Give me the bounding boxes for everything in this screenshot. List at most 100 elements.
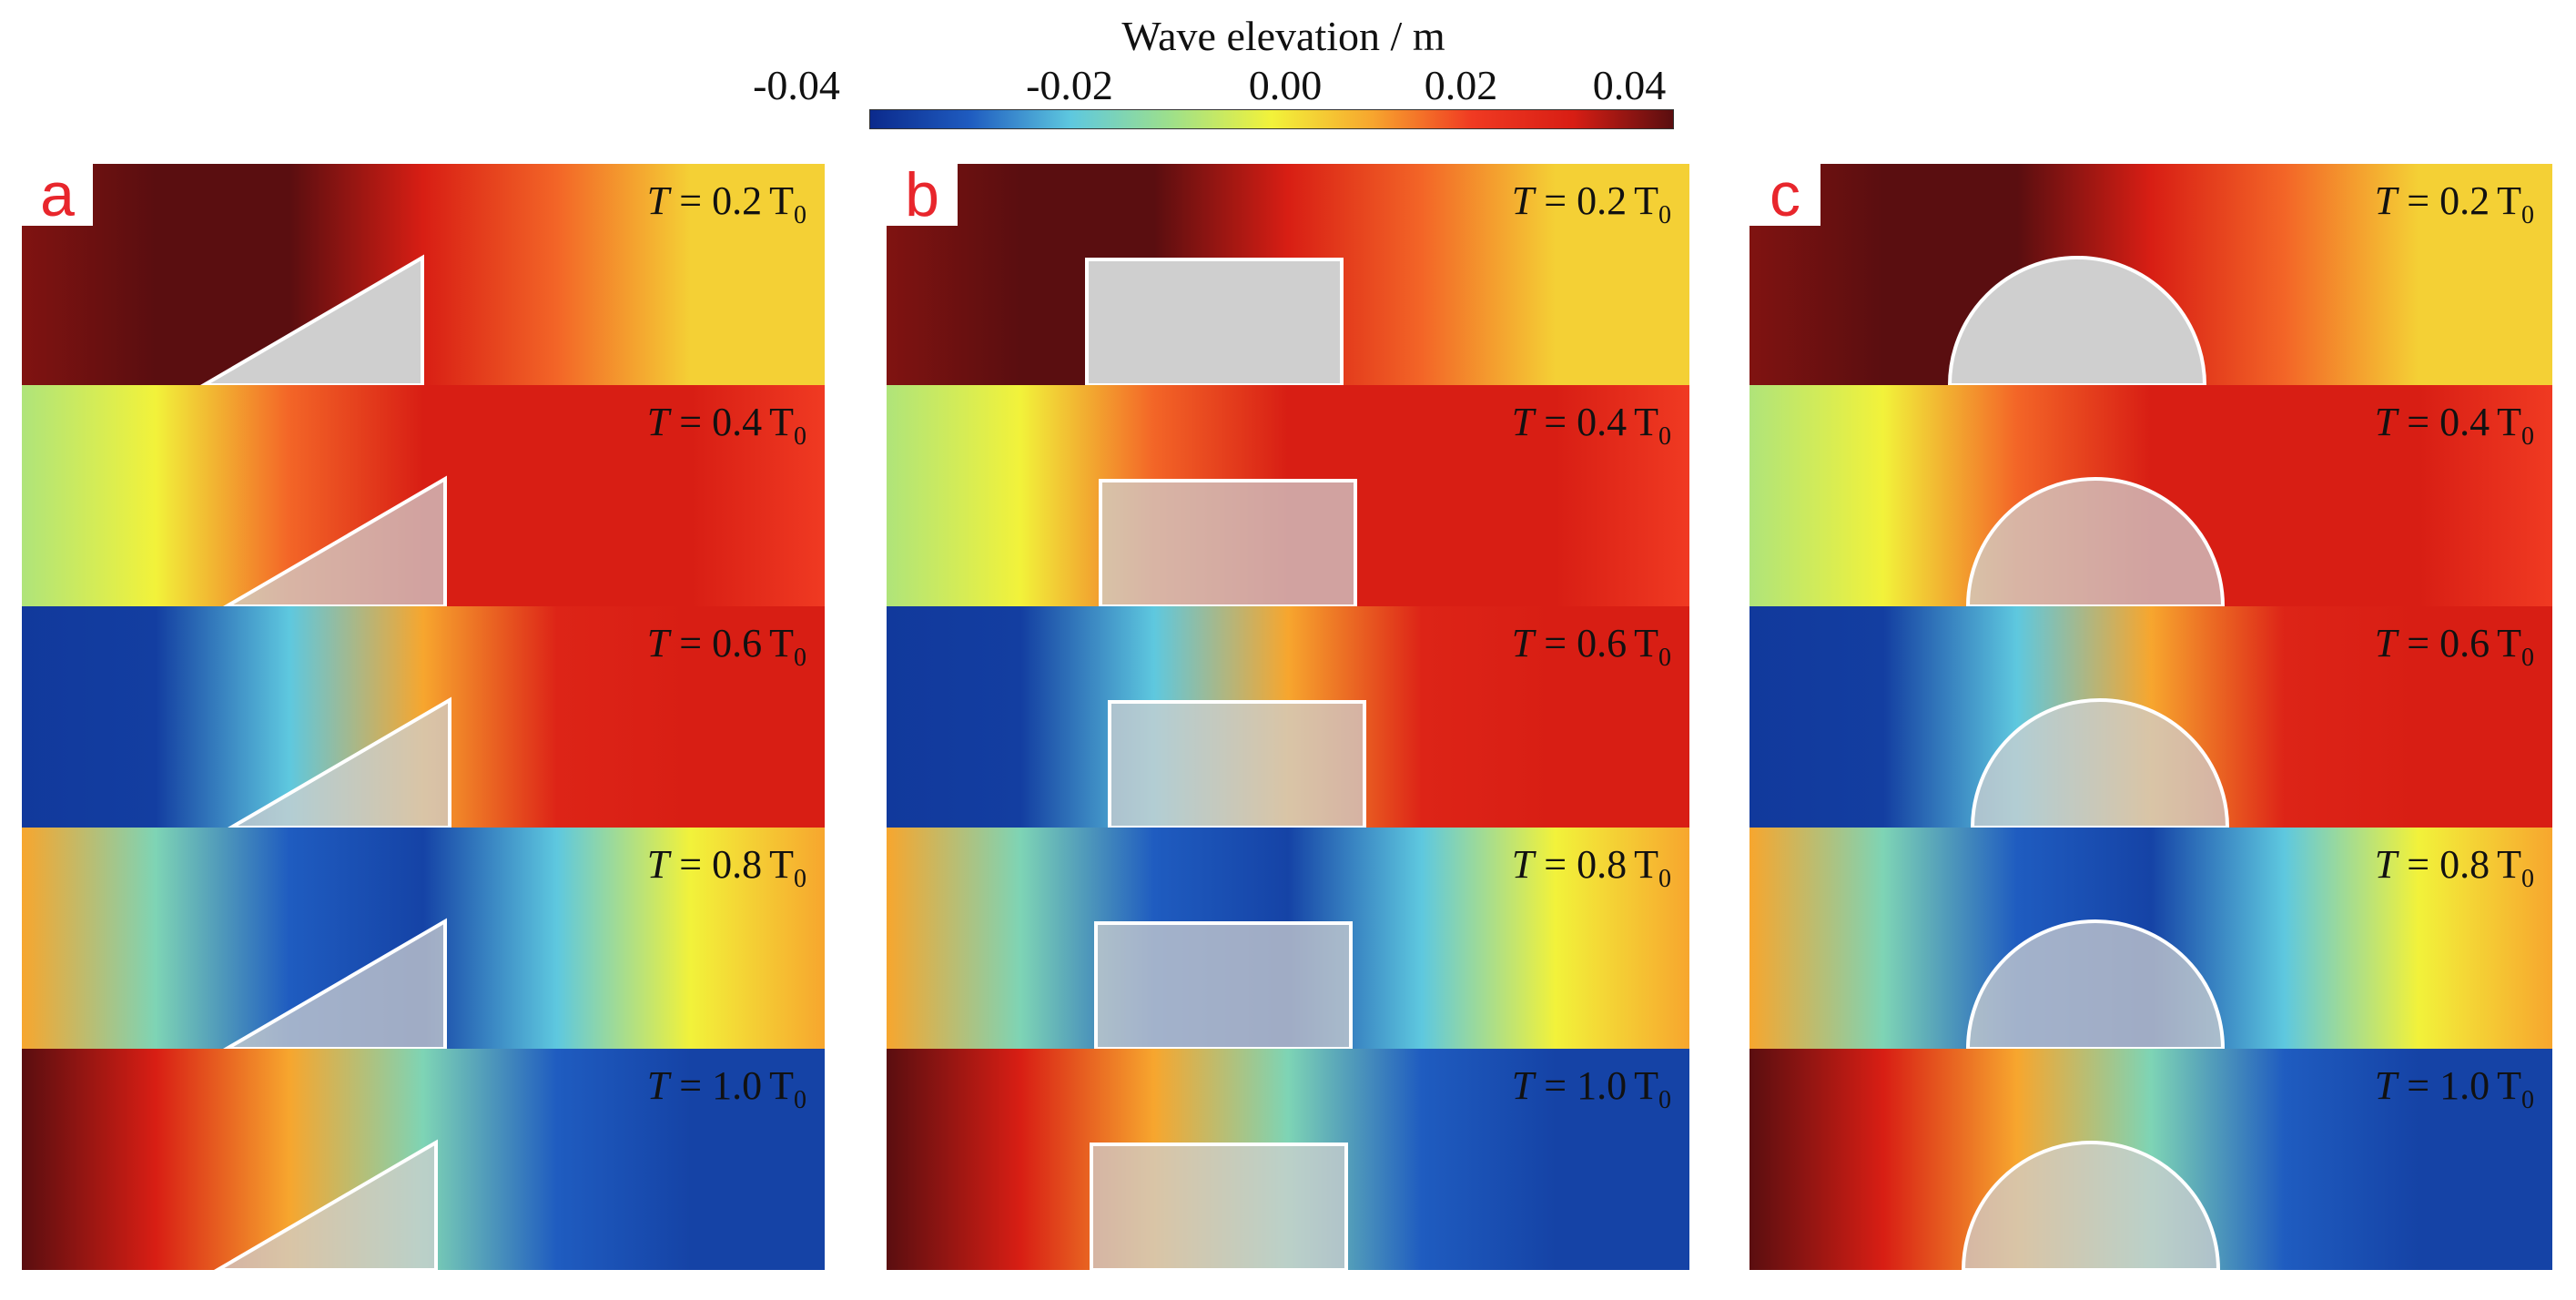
time-label-sub: 0 bbox=[2521, 201, 2534, 229]
time-label-coef: 1.0 bbox=[712, 1063, 763, 1108]
time-label-coef: 0.6 bbox=[2439, 621, 2490, 665]
wave-snapshot: T = 0.6 T0 bbox=[887, 606, 1689, 828]
rectangle-obstacle bbox=[1094, 921, 1353, 1049]
wave-snapshot: T = 0.8 T0 bbox=[1749, 828, 2552, 1049]
time-label-sub: 0 bbox=[1658, 201, 1671, 229]
time-label-sub: 0 bbox=[1658, 422, 1671, 451]
time-label-coef: 1.0 bbox=[1577, 1063, 1628, 1108]
time-label: T = 0.4 T0 bbox=[2375, 400, 2534, 451]
triangle-obstacle bbox=[200, 254, 424, 385]
time-label-sub: 0 bbox=[2521, 644, 2534, 672]
colorbar-tick: -0.04 bbox=[753, 62, 840, 108]
panel-c: c T = 0.2 T0 T = 0.4 T0 T = 0.6 T0 T = 0.8 T0 T … bbox=[1749, 164, 2552, 1270]
time-label-coef: 0.8 bbox=[1577, 842, 1628, 887]
time-label: T = 1.0 T0 bbox=[1512, 1063, 1671, 1114]
time-label-unit: T bbox=[2497, 1063, 2521, 1108]
time-label-eq: = bbox=[2397, 400, 2440, 444]
wave-snapshot: T = 1.0 T0 bbox=[887, 1049, 1689, 1270]
time-label: T = 1.0 T0 bbox=[647, 1063, 806, 1114]
time-label-unit: T bbox=[1634, 400, 1658, 444]
time-label-var: T bbox=[1511, 1063, 1535, 1108]
elevation-field bbox=[887, 828, 1689, 1049]
time-label-unit: T bbox=[769, 621, 794, 665]
colorbar-tick: -0.02 bbox=[1026, 62, 1113, 108]
time-label-coef: 0.6 bbox=[712, 621, 763, 665]
rectangle-obstacle bbox=[1099, 479, 1357, 606]
wave-snapshot: T = 1.0 T0 bbox=[1749, 1049, 2552, 1270]
wave-snapshot: T = 0.8 T0 bbox=[22, 828, 825, 1049]
time-label-unit: T bbox=[2497, 842, 2521, 887]
time-label-unit: T bbox=[2497, 178, 2521, 223]
time-label-coef: 0.8 bbox=[2439, 842, 2490, 887]
time-label: T = 0.2 T0 bbox=[1512, 178, 1671, 229]
time-label-var: T bbox=[646, 1063, 670, 1108]
time-label-unit: T bbox=[2497, 400, 2521, 444]
semicircle-obstacle bbox=[1961, 1141, 2221, 1270]
time-label-sub: 0 bbox=[2521, 1086, 2534, 1114]
time-label-eq: = bbox=[2397, 178, 2440, 223]
wave-snapshot: T = 0.4 T0 bbox=[22, 385, 825, 606]
wave-snapshot: T = 1.0 T0 bbox=[22, 1049, 825, 1270]
time-label-coef: 0.4 bbox=[1577, 400, 1628, 444]
elevation-field bbox=[1749, 385, 2552, 606]
time-label-coef: 0.2 bbox=[712, 178, 763, 223]
wave-snapshot: T = 0.4 T0 bbox=[1749, 385, 2552, 606]
time-label-var: T bbox=[2374, 842, 2398, 887]
panel-letter: b bbox=[887, 164, 958, 226]
triangle-obstacle bbox=[214, 1139, 438, 1270]
elevation-field bbox=[887, 164, 1689, 385]
elevation-field bbox=[887, 1049, 1689, 1270]
time-label-unit: T bbox=[769, 400, 794, 444]
time-label-sub: 0 bbox=[1658, 1086, 1671, 1114]
time-label-eq: = bbox=[669, 621, 713, 665]
panel-letter: c bbox=[1749, 164, 1820, 226]
time-label-unit: T bbox=[769, 178, 794, 223]
time-label-coef: 0.4 bbox=[2439, 400, 2490, 444]
elevation-field bbox=[22, 164, 825, 385]
time-label-eq: = bbox=[2397, 1063, 2440, 1108]
time-label-sub: 0 bbox=[2521, 422, 2534, 451]
elevation-field bbox=[22, 606, 825, 828]
colorbar-tick: 0.00 bbox=[1248, 62, 1323, 108]
time-label-eq: = bbox=[2397, 842, 2440, 887]
panel-letter: a bbox=[22, 164, 93, 226]
time-label-var: T bbox=[2374, 1063, 2398, 1108]
time-label-var: T bbox=[2374, 400, 2398, 444]
rectangle-obstacle bbox=[1108, 700, 1366, 828]
time-label-coef: 0.2 bbox=[2439, 178, 2490, 223]
time-label-coef: 0.2 bbox=[1577, 178, 1628, 223]
triangle-obstacle bbox=[228, 696, 451, 828]
elevation-field bbox=[1749, 164, 2552, 385]
time-label-unit: T bbox=[1634, 178, 1658, 223]
time-label-coef: 0.4 bbox=[712, 400, 763, 444]
time-label-eq: = bbox=[1534, 621, 1577, 665]
time-label: T = 0.6 T0 bbox=[2375, 621, 2534, 672]
time-label-var: T bbox=[1511, 621, 1535, 665]
time-label-unit: T bbox=[2497, 621, 2521, 665]
time-label-sub: 0 bbox=[794, 201, 806, 229]
time-label: T = 0.6 T0 bbox=[1512, 621, 1671, 672]
time-label-sub: 0 bbox=[2521, 865, 2534, 893]
elevation-field bbox=[1749, 828, 2552, 1049]
time-label-eq: = bbox=[1534, 842, 1577, 887]
time-label-var: T bbox=[646, 842, 670, 887]
wave-snapshot: T = 0.6 T0 bbox=[1749, 606, 2552, 828]
time-label-var: T bbox=[1511, 178, 1535, 223]
time-label: T = 0.4 T0 bbox=[647, 400, 806, 451]
time-label-eq: = bbox=[669, 1063, 713, 1108]
elevation-field bbox=[22, 385, 825, 606]
time-label-unit: T bbox=[1634, 1063, 1658, 1108]
time-label-unit: T bbox=[769, 842, 794, 887]
colorbar-tick: 0.02 bbox=[1424, 62, 1498, 108]
elevation-field bbox=[887, 606, 1689, 828]
panel-b: b T = 0.2 T0 T = 0.4 T0 T = 0.6 T0 T = 0.8 T0 T … bbox=[887, 164, 1689, 1270]
time-label-sub: 0 bbox=[794, 1086, 806, 1114]
time-label-sub: 0 bbox=[794, 422, 806, 451]
time-label-var: T bbox=[1511, 842, 1535, 887]
elevation-field bbox=[22, 1049, 825, 1270]
time-label-unit: T bbox=[769, 1063, 794, 1108]
time-label-eq: = bbox=[669, 400, 713, 444]
time-label: T = 0.2 T0 bbox=[647, 178, 806, 229]
time-label-var: T bbox=[646, 178, 670, 223]
elevation-field bbox=[887, 385, 1689, 606]
